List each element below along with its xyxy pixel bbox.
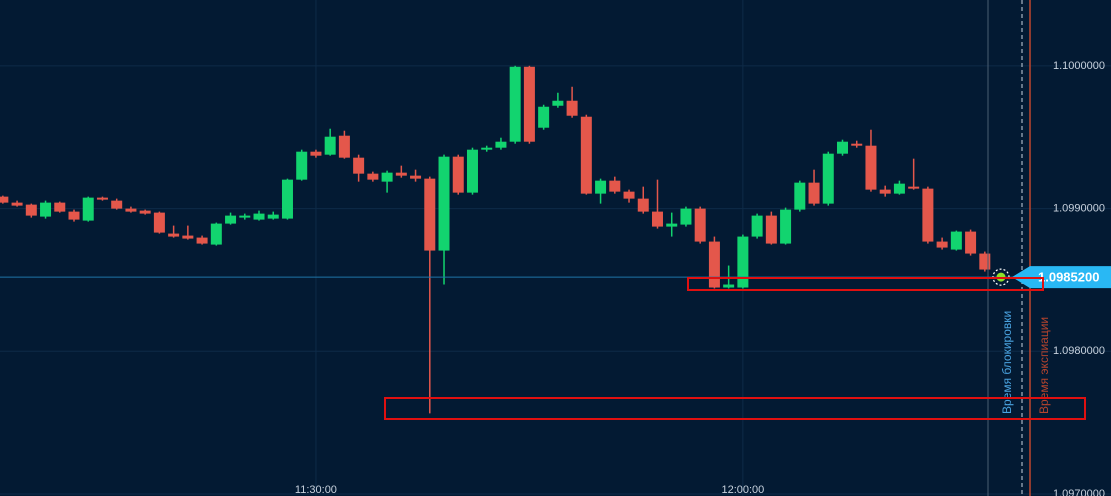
candle-body [908, 186, 920, 189]
price-tag [1012, 266, 1111, 289]
candle-body [395, 172, 407, 176]
candle-body [281, 179, 293, 219]
candle-body [609, 180, 621, 192]
candle-body [125, 208, 137, 212]
candle-body [552, 100, 564, 106]
x-tick-label: 11:30:00 [295, 484, 337, 496]
candle-body [680, 208, 692, 225]
candle-body [139, 210, 151, 214]
candle-body [225, 215, 237, 224]
expiry-label: Время экспиации [1037, 317, 1051, 414]
lock-label: Время блокировки [1000, 311, 1014, 414]
candle-body [438, 156, 450, 251]
candle-body [452, 156, 464, 193]
candle-body [68, 211, 80, 220]
candle-body [936, 241, 948, 248]
candle-body [353, 157, 365, 174]
y-tick-label: 1.0990000 [1053, 203, 1105, 215]
candle-body [708, 241, 720, 288]
candle-body [808, 182, 820, 204]
candle-body [210, 223, 222, 245]
candle-body [196, 237, 208, 244]
candle-body [466, 149, 478, 193]
candle-body [822, 153, 834, 204]
candle-body [694, 208, 706, 242]
candle-body [25, 204, 37, 216]
candle-body [381, 172, 393, 182]
candle-body [837, 141, 849, 154]
candle-body [580, 116, 592, 194]
candle-body [794, 182, 806, 210]
candle-body [239, 215, 251, 218]
candle-body [367, 173, 379, 180]
y-tick-label: 1.1000000 [1053, 60, 1105, 72]
candle-body [737, 236, 749, 288]
candle-body [267, 214, 279, 219]
candle-body [651, 211, 663, 227]
candle-body [893, 183, 905, 194]
y-tick-label: 1.0970000 [1053, 488, 1105, 496]
candle-body [168, 233, 180, 237]
candle-body [481, 147, 493, 150]
candle-body [410, 175, 422, 179]
candle-body [879, 189, 891, 194]
candle-body [324, 136, 336, 155]
candle-body [296, 151, 308, 180]
candle-body [153, 212, 165, 233]
candle-body [310, 151, 322, 156]
candle-body [922, 188, 934, 242]
candle-body [82, 197, 94, 221]
candle-body [40, 202, 52, 217]
candle-body [666, 223, 678, 227]
candle-body [96, 197, 108, 200]
candle-body [523, 66, 535, 142]
current-price-label: 1.0985200 [1038, 270, 1099, 285]
candle-body [751, 215, 763, 237]
candle-body [0, 196, 9, 203]
y-tick-label: 1.0980000 [1053, 345, 1105, 357]
highlight-box [687, 277, 1044, 291]
candle-body [595, 180, 607, 194]
candle-body [424, 178, 436, 251]
candle-body [182, 235, 194, 239]
overlay: 1.1000000 1.0990000 1.0980000 1.0970000 11:3… [0, 60, 1111, 496]
candle-body [780, 209, 792, 244]
highlight-box [384, 397, 1086, 420]
candle-body [338, 135, 350, 158]
candle-body [566, 100, 578, 116]
candle-body [495, 141, 507, 148]
candle-body [637, 198, 649, 212]
candle-body [950, 231, 962, 250]
candle-body [111, 200, 123, 209]
candle-body [851, 143, 863, 146]
candle-body [865, 145, 877, 190]
candle-body [54, 202, 66, 212]
candle-body [623, 191, 635, 199]
candles [0, 65, 991, 414]
candle-body [253, 213, 265, 220]
x-tick-label: 12:00:00 [721, 484, 764, 496]
candle-body [765, 215, 777, 244]
candle-body [11, 202, 23, 206]
candle-body [538, 106, 550, 128]
candle-body [965, 231, 977, 254]
candle-body [509, 66, 521, 142]
candle-body [723, 284, 735, 288]
candle-body [979, 253, 991, 270]
